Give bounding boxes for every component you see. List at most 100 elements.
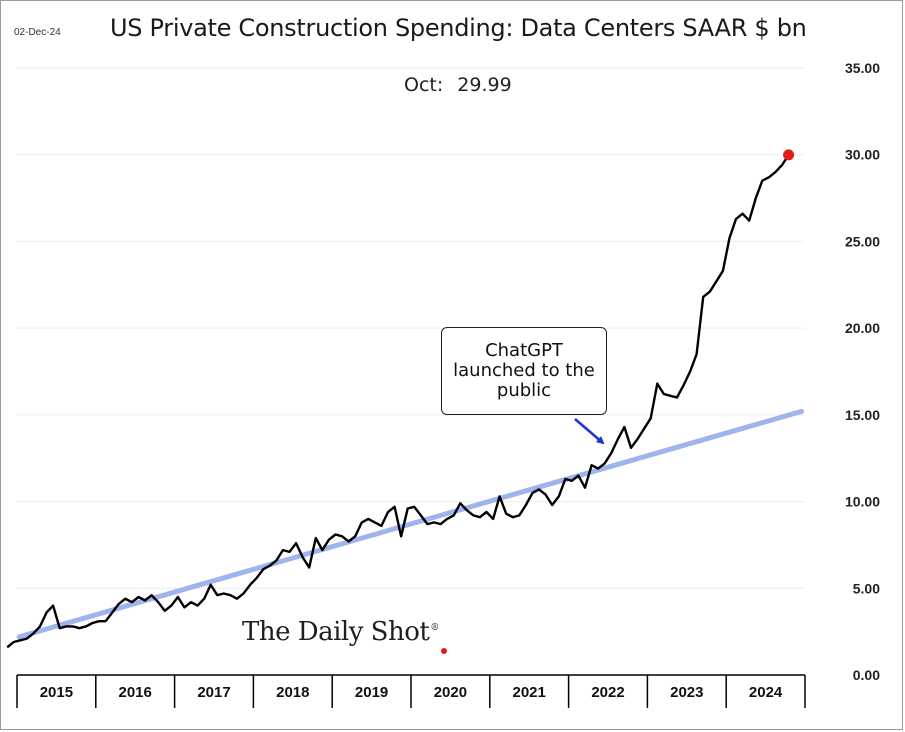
series-point <box>13 641 15 643</box>
series-point <box>479 516 481 518</box>
series-point <box>433 521 435 523</box>
series-point <box>249 584 251 586</box>
series-point <box>354 535 356 537</box>
y-tick-label: 10.00 <box>845 494 880 510</box>
series-point <box>663 393 665 395</box>
date-stamp: 02-Dec-24 <box>14 27 61 38</box>
series-point <box>315 537 317 539</box>
series-point <box>39 625 41 627</box>
series-point <box>577 474 579 476</box>
series-point <box>571 480 573 482</box>
series-point <box>341 535 343 537</box>
series-point <box>748 219 750 221</box>
series-point <box>426 523 428 525</box>
logo-red-dot <box>441 648 447 654</box>
series-point <box>439 523 441 525</box>
annotation-arrow-layer <box>574 418 605 445</box>
latest-label: Oct: <box>404 74 444 96</box>
y-tick-label: 15.00 <box>845 407 880 423</box>
y-tick-label: 30.00 <box>845 147 880 163</box>
latest-value: 29.99 <box>457 74 512 96</box>
y-tick-label: 25.00 <box>845 233 880 249</box>
series-point <box>393 506 395 508</box>
series-point <box>689 370 691 372</box>
series-point <box>387 511 389 513</box>
series-point <box>137 596 139 598</box>
series-point <box>91 622 93 624</box>
series-point <box>604 462 606 464</box>
last-point-marker <box>783 149 795 161</box>
series-point <box>774 171 776 173</box>
series-point <box>380 525 382 527</box>
series-point <box>676 396 678 398</box>
series-point <box>781 164 783 166</box>
series-point <box>59 627 61 629</box>
series-point <box>242 592 244 594</box>
x-tick-label: 2021 <box>513 684 546 701</box>
chatgpt-callout: ChatGPT launched to the public <box>441 327 607 415</box>
series-point <box>321 549 323 551</box>
daily-shot-logo: The Daily Shot® <box>242 617 439 647</box>
series-point <box>492 518 494 520</box>
series-point <box>170 604 172 606</box>
series-point <box>610 452 612 454</box>
y-axis-tick-labels: 0.00 5.00 10.00 15.00 20.00 25.00 30.00 35.00 <box>845 60 880 683</box>
series-point <box>505 513 507 515</box>
series-point <box>735 218 737 220</box>
series-point <box>650 417 652 419</box>
series-point <box>407 507 409 509</box>
series-point <box>65 625 67 627</box>
x-tick-label: 2023 <box>670 684 703 701</box>
series-point <box>361 521 363 523</box>
series-point <box>584 487 586 489</box>
series-point <box>275 559 277 561</box>
series-line <box>6 154 790 649</box>
series-point <box>544 493 546 495</box>
series-point <box>656 382 658 384</box>
series-point <box>367 518 369 520</box>
callout-line-1: ChatGPT <box>485 340 563 361</box>
series-point <box>551 504 553 506</box>
series-point <box>722 270 724 272</box>
x-tick-label: 2017 <box>197 684 230 701</box>
x-tick-label: 2024 <box>749 684 783 701</box>
series-point <box>453 514 455 516</box>
x-tick-label: 2019 <box>355 684 388 701</box>
series-point <box>157 601 159 603</box>
series-point <box>124 598 126 600</box>
series-point <box>413 506 415 508</box>
series-point <box>288 551 290 553</box>
series-point <box>19 639 21 641</box>
series-point <box>295 542 297 544</box>
series-point <box>709 291 711 293</box>
callout-line-2: launched to the <box>453 360 595 381</box>
series-point <box>308 566 310 568</box>
series-point <box>741 213 743 215</box>
series-point <box>761 180 763 182</box>
series-point <box>682 384 684 386</box>
series-point <box>256 577 258 579</box>
series-point <box>78 627 80 629</box>
logo-text: The Daily Shot <box>242 617 430 647</box>
series-point <box>715 280 717 282</box>
x-tick-label: 2016 <box>119 684 152 701</box>
series-point <box>190 601 192 603</box>
x-tick-label: 2018 <box>276 684 309 701</box>
series-point <box>498 495 500 497</box>
chart-title: US Private Construction Spending: Data C… <box>110 14 807 42</box>
series-point <box>26 637 28 639</box>
annotation-arrow <box>574 418 605 445</box>
series-point <box>98 620 100 622</box>
y-tick-label: 20.00 <box>845 320 880 336</box>
series-point <box>564 478 566 480</box>
series-point <box>518 514 520 516</box>
gridlines <box>17 67 805 589</box>
series-point <box>472 514 474 516</box>
series-point <box>328 539 330 541</box>
series-point <box>420 514 422 516</box>
series-point <box>177 596 179 598</box>
series-point <box>485 511 487 513</box>
series-point <box>459 502 461 504</box>
